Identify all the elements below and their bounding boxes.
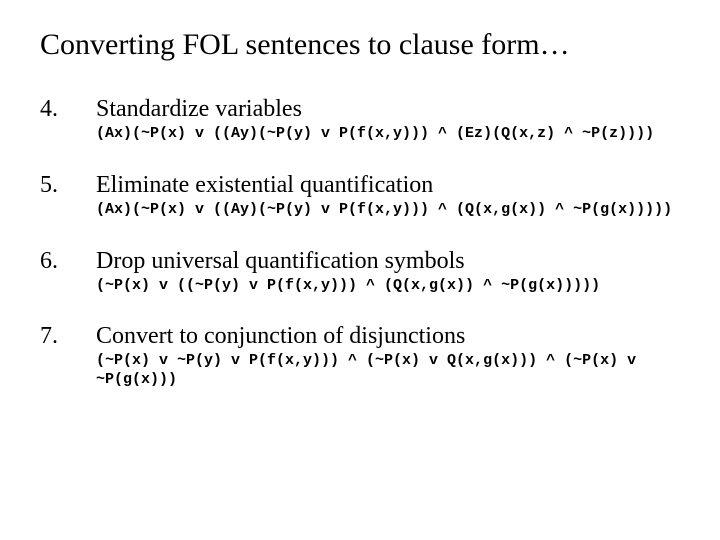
step-row: 5. Eliminate existential quantification bbox=[40, 172, 680, 199]
step-5: 5. Eliminate existential quantification … bbox=[40, 172, 680, 220]
step-heading: Eliminate existential quantification bbox=[96, 172, 433, 199]
step-number: 5. bbox=[40, 172, 68, 199]
step-code: (~P(x) v ~P(y) v P(f(x,y))) ^ (~P(x) v Q… bbox=[96, 352, 680, 390]
step-heading: Drop universal quantification symbols bbox=[96, 248, 465, 275]
step-number: 4. bbox=[40, 96, 68, 123]
step-6: 6. Drop universal quantification symbols… bbox=[40, 248, 680, 296]
step-code: (Ax)(~P(x) v ((Ay)(~P(y) v P(f(x,y))) ^ … bbox=[96, 201, 680, 220]
step-row: 4. Standardize variables bbox=[40, 96, 680, 123]
step-7: 7. Convert to conjunction of disjunction… bbox=[40, 323, 680, 390]
step-code: (~P(x) v ((~P(y) v P(f(x,y))) ^ (Q(x,g(x… bbox=[96, 277, 680, 296]
step-code: (Ax)(~P(x) v ((Ay)(~P(y) v P(f(x,y))) ^ … bbox=[96, 125, 680, 144]
step-heading: Convert to conjunction of disjunctions bbox=[96, 323, 465, 350]
step-number: 6. bbox=[40, 248, 68, 275]
step-row: 7. Convert to conjunction of disjunction… bbox=[40, 323, 680, 350]
step-row: 6. Drop universal quantification symbols bbox=[40, 248, 680, 275]
step-heading: Standardize variables bbox=[96, 96, 302, 123]
slide: Converting FOL sentences to clause form…… bbox=[0, 0, 720, 540]
step-4: 4. Standardize variables (Ax)(~P(x) v ((… bbox=[40, 96, 680, 144]
step-number: 7. bbox=[40, 323, 68, 350]
slide-title: Converting FOL sentences to clause form… bbox=[40, 28, 680, 62]
